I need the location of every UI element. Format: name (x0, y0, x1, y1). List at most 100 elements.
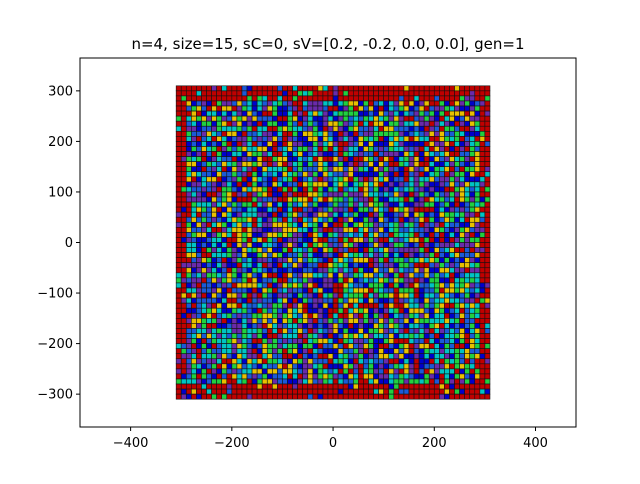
grid-cell (241, 125, 248, 132)
grid-cell (413, 232, 420, 238)
grid-cell (201, 130, 207, 137)
grid-cell (469, 328, 476, 334)
grid-cell (211, 343, 217, 349)
grid-cell (358, 191, 364, 198)
grid-cell (454, 388, 460, 395)
grid-cell (337, 110, 344, 117)
grid-cell (418, 307, 425, 314)
grid-cell (403, 247, 410, 253)
grid-cell (368, 282, 374, 289)
grid-cell (393, 358, 400, 365)
grid-cell (444, 348, 450, 354)
grid-cell (474, 292, 481, 299)
grid-cell (413, 242, 420, 248)
grid-cell (282, 90, 288, 97)
grid-cell (201, 186, 207, 193)
grid-cell (469, 221, 476, 228)
grid-cell (196, 307, 202, 314)
grid-cell (332, 297, 339, 304)
grid-cell (297, 383, 303, 390)
grid-cell (423, 343, 430, 349)
grid-cell (236, 353, 243, 360)
grid-cell (388, 100, 395, 107)
grid-cell (307, 95, 314, 102)
grid-cell (342, 201, 349, 208)
grid-cell (403, 292, 410, 299)
grid-cell (236, 125, 243, 132)
grid-cell (231, 176, 238, 183)
grid-cell (196, 237, 202, 243)
grid-cell (347, 257, 354, 264)
grid-cell (241, 227, 248, 233)
grid-cell (353, 206, 359, 213)
grid-cell (332, 252, 339, 258)
grid-cell (383, 141, 390, 147)
grid-cell (175, 151, 182, 157)
grid-cell (246, 166, 253, 173)
grid-cell (221, 338, 228, 344)
grid-cell (261, 186, 268, 193)
grid-cell (378, 115, 384, 122)
grid-cell (363, 115, 369, 122)
grid-cell (358, 232, 364, 238)
grid-cell (292, 161, 298, 167)
grid-cell (201, 115, 207, 122)
grid-cell (251, 368, 258, 375)
grid-cell (277, 141, 283, 147)
grid-cell (454, 272, 460, 279)
grid-cell (479, 257, 486, 264)
grid-cell (256, 257, 263, 264)
grid-cell (251, 257, 258, 264)
grid-cell (398, 358, 405, 365)
grid-cell (216, 90, 223, 97)
grid-cell (175, 211, 182, 218)
grid-cell (363, 383, 369, 390)
grid-cell (246, 171, 253, 178)
grid-cell (428, 216, 435, 223)
grid-cell (449, 368, 455, 375)
grid-cell (393, 267, 400, 274)
grid-cell (211, 373, 217, 380)
grid-cell (408, 333, 415, 339)
grid-cell (474, 312, 481, 319)
grid-cell (185, 105, 192, 112)
grid-cell (191, 176, 197, 183)
grid-cell (464, 318, 471, 324)
grid-cell (418, 141, 425, 147)
grid-cell (444, 151, 450, 157)
grid-cell (272, 393, 278, 400)
grid-cell (302, 161, 309, 167)
grid-cell (236, 312, 243, 319)
grid-cell (236, 161, 243, 167)
grid-cell (261, 393, 268, 400)
grid-cell (449, 383, 455, 390)
grid-cell (236, 227, 243, 233)
grid-cell (226, 100, 233, 107)
grid-cell (449, 176, 455, 183)
grid-cell (479, 151, 486, 157)
grid-cell (246, 353, 253, 360)
grid-cell (479, 383, 486, 390)
grid-cell (327, 105, 334, 112)
grid-cell (418, 146, 425, 152)
grid-cell (433, 151, 440, 157)
grid-cell (236, 232, 243, 238)
grid-cell (322, 272, 329, 279)
grid-cell (363, 373, 369, 380)
grid-cell (363, 333, 369, 339)
grid-cell (428, 227, 435, 233)
grid-cell (327, 171, 334, 178)
grid-cell (418, 100, 425, 107)
grid-cell (272, 171, 278, 178)
grid-cell (196, 242, 202, 248)
grid-cell (347, 328, 354, 334)
grid-cell (180, 312, 187, 319)
grid-cell (479, 343, 486, 349)
grid-cell (246, 161, 253, 167)
grid-cell (196, 312, 202, 319)
grid-cell (413, 333, 420, 339)
grid-cell (191, 383, 197, 390)
grid-cell (246, 221, 253, 228)
grid-cell (272, 115, 278, 122)
grid-cell (383, 176, 390, 183)
